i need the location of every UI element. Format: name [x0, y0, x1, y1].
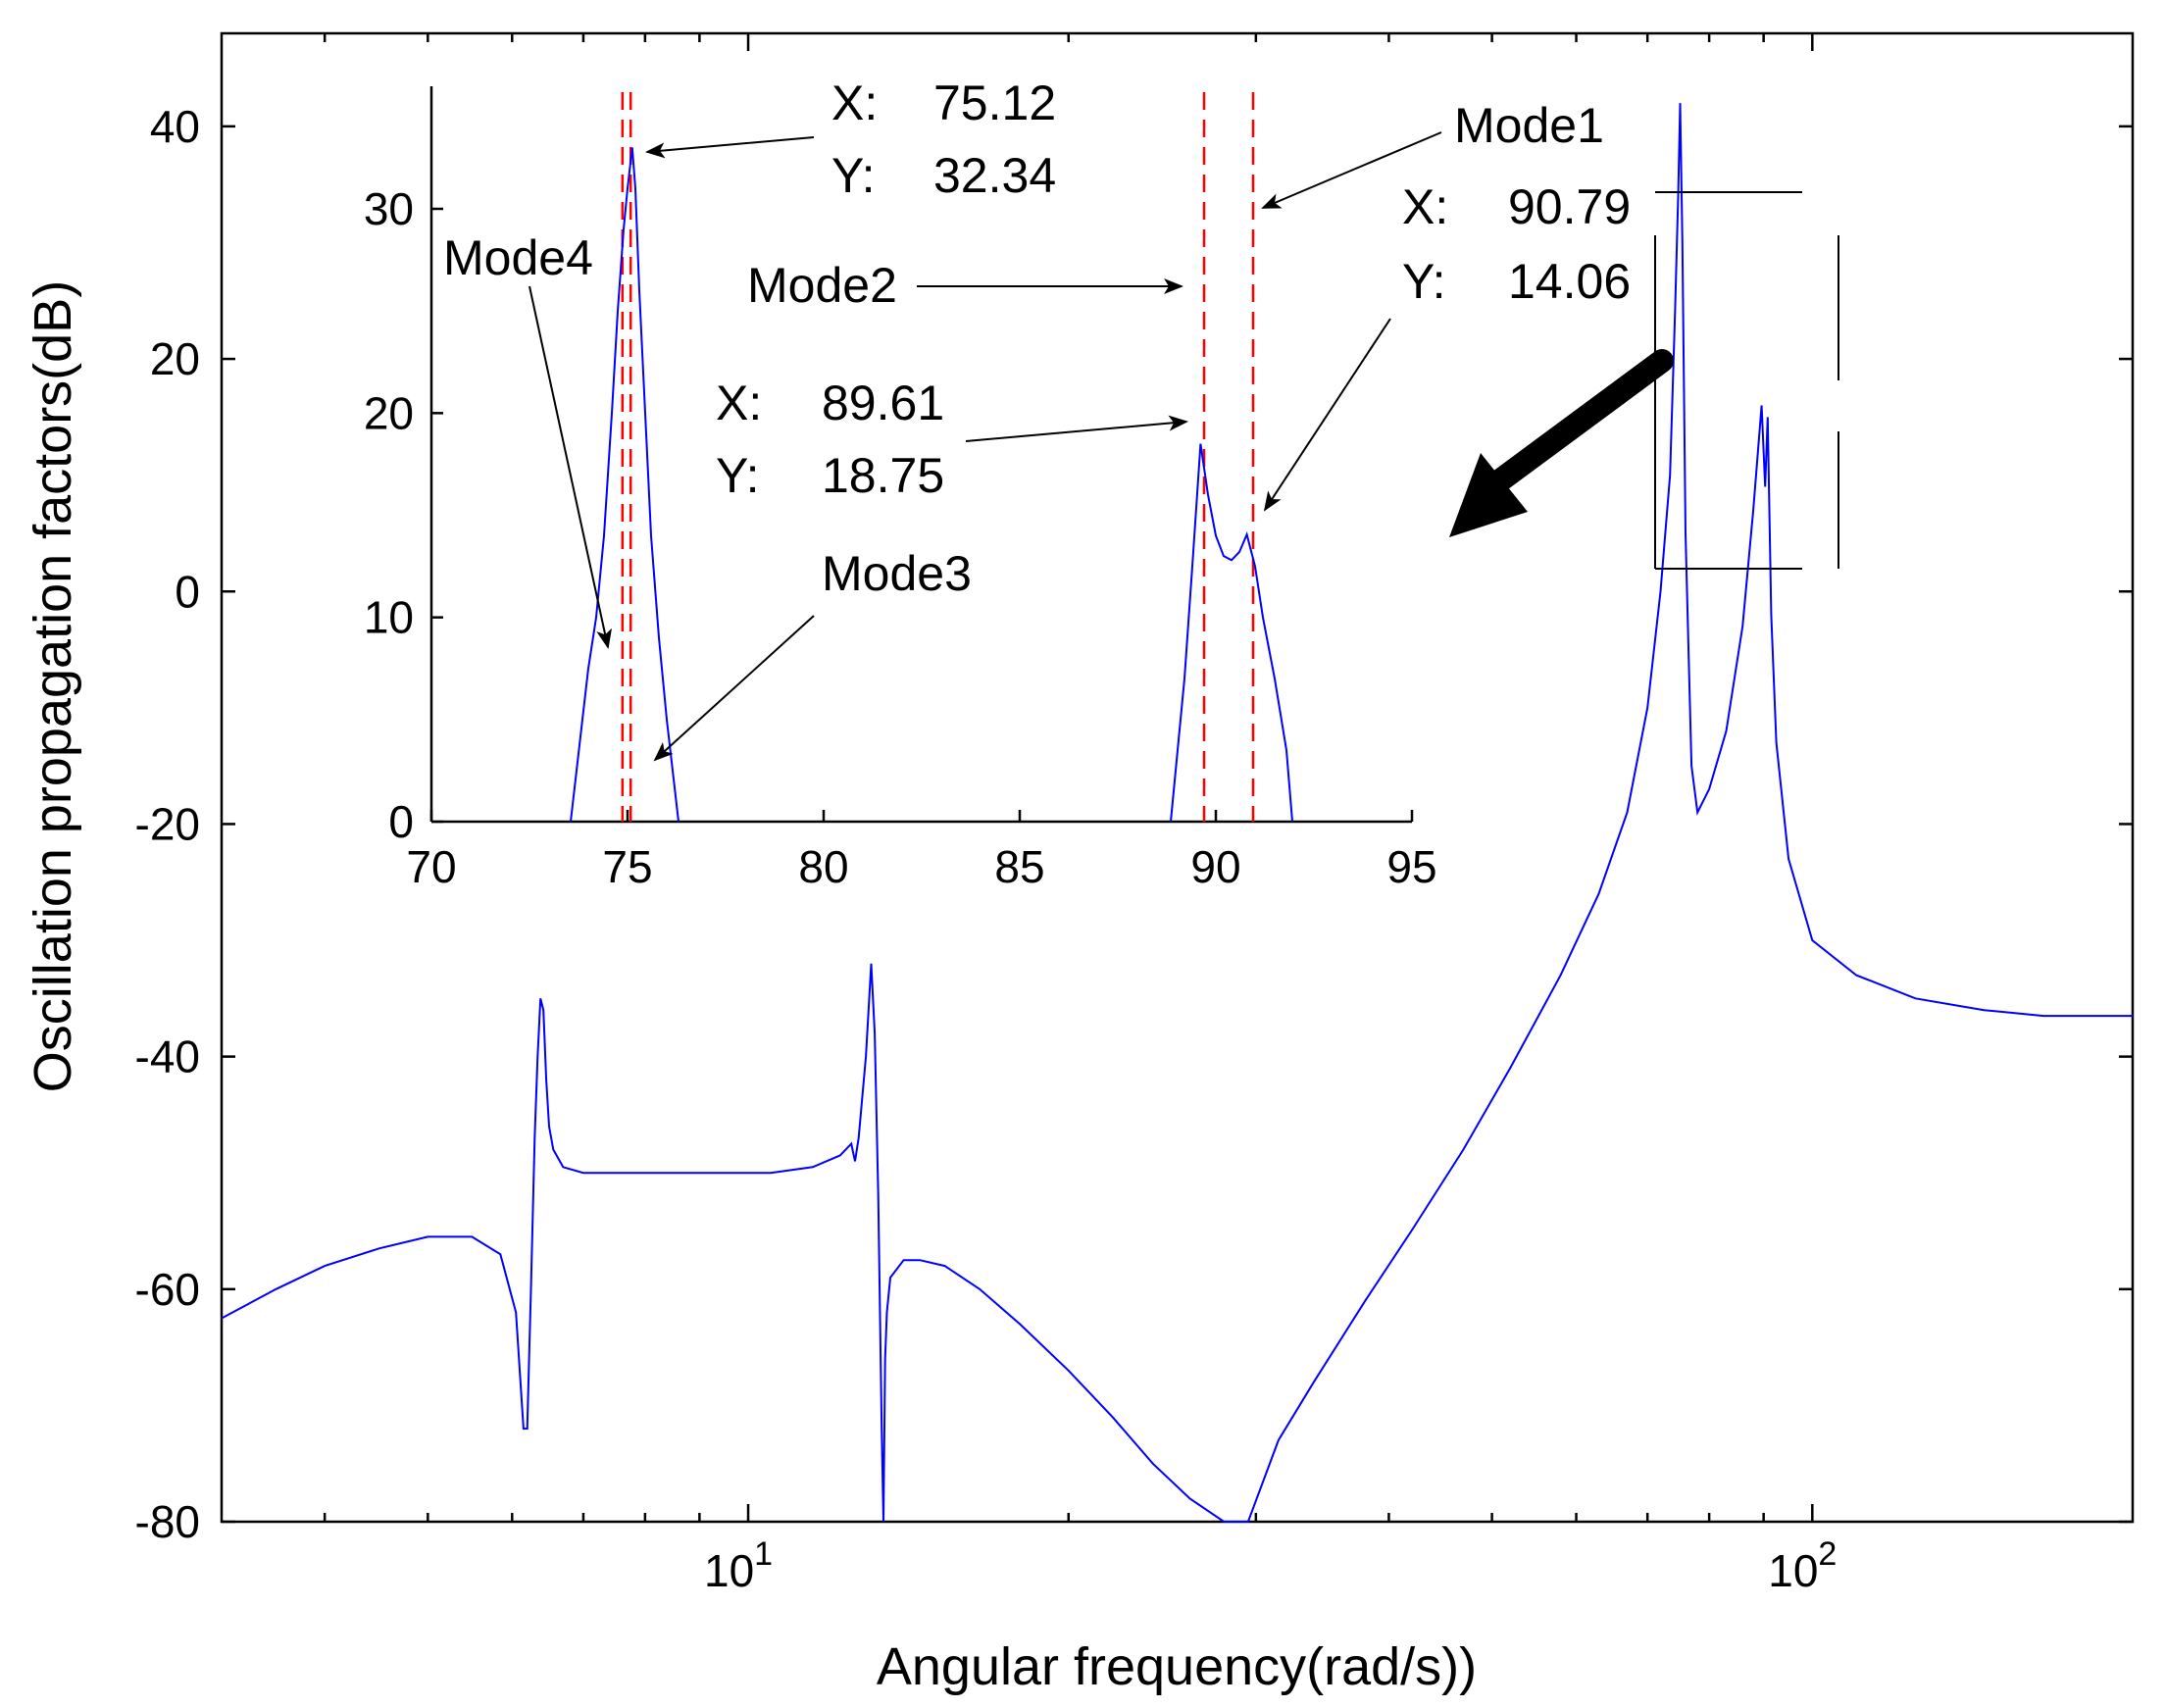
- main-x-axis: 101 102: [323, 33, 1837, 1596]
- zoom-arrow-shaft: [1488, 349, 1674, 492]
- datatip-3-y-value: 14.06: [1508, 254, 1631, 309]
- mode3-arrow: [653, 615, 815, 762]
- zoom-arrow-head: [1449, 453, 1528, 537]
- datatip-3-arrow: [1263, 318, 1391, 512]
- main-ytick-label: -20: [135, 798, 200, 849]
- main-response-line: [221, 103, 2133, 1523]
- inset-xtick-label: 90: [1190, 841, 1240, 892]
- datatip-1-y-label: Y:: [831, 148, 875, 203]
- datatip-2-arrow: [965, 415, 1188, 442]
- inset-response-line: [570, 147, 1293, 823]
- inset-xtick-label: 80: [798, 841, 848, 892]
- main-ytick-label: -40: [135, 1031, 200, 1082]
- inset-xtick-label: 95: [1386, 841, 1436, 892]
- main-y-axis: -80 -60 -40 -20 0 20 40: [135, 101, 2133, 1547]
- main-ytick-label: 0: [175, 566, 200, 617]
- inset-xtick-label: 75: [602, 841, 652, 892]
- zoom-region-marker: [1654, 191, 1839, 570]
- inset-xtick-label: 85: [994, 841, 1044, 892]
- datatip-3-x-value: 90.79: [1508, 179, 1631, 234]
- inset-background: [431, 86, 1412, 822]
- main-ytick-label: 20: [150, 333, 200, 384]
- mode2-label: Mode2: [747, 258, 897, 313]
- inset-xtick-label: 70: [406, 841, 456, 892]
- datatip-1-x-label: X:: [831, 75, 878, 130]
- inset-y-axis: 0 10 20 30: [364, 183, 443, 847]
- main-ytick-label: 40: [150, 101, 200, 152]
- main-xtick-exponent: 1: [754, 1535, 773, 1573]
- mode4-label: Mode4: [443, 230, 593, 285]
- datatip-1-x-value: 75.12: [933, 75, 1056, 130]
- datatip-2-y-value: 18.75: [822, 448, 944, 503]
- mode3-label: Mode3: [822, 546, 972, 601]
- x-axis-title: Angular frequency(rad/s)): [877, 1637, 1477, 1696]
- inset-ytick-label: 0: [388, 796, 414, 847]
- datatip-1-arrow: [645, 136, 815, 159]
- main-plot-frame: [220, 31, 2135, 1524]
- mode4-arrow: [529, 285, 612, 649]
- mode1-label: Mode1: [1454, 98, 1604, 153]
- main-ytick-label: -80: [135, 1496, 200, 1547]
- main-xtick-label: 101: [704, 1535, 773, 1596]
- inset-annotations: X: 75.12 Y: 32.34 X: 89.61 Y: 18.75 X: 9…: [443, 75, 1631, 762]
- inset-axes: 0 10 20 30 70 75 80 85 90 95: [364, 86, 1437, 892]
- main-xtick-exponent: 2: [1818, 1535, 1837, 1573]
- inset-mode-lines: [621, 92, 1255, 822]
- datatip-2-y-label: Y:: [716, 448, 759, 503]
- inset-x-axis: 70 75 80 85 90 95: [406, 810, 1437, 892]
- datatip-2-x-label: X:: [716, 376, 762, 430]
- y-axis-title: Oscillation propagation factors(dB): [24, 280, 82, 1092]
- mode1-arrow: [1261, 131, 1442, 209]
- inset-ytick-label: 10: [364, 592, 414, 643]
- datatip-1-y-value: 32.34: [933, 148, 1056, 203]
- datatip-3-y-label: Y:: [1402, 254, 1445, 309]
- datatip-3-x-label: X:: [1402, 179, 1448, 234]
- zoom-arrow: [1449, 349, 1674, 537]
- datatip-2-x-value: 89.61: [822, 376, 944, 430]
- inset-ytick-label: 20: [364, 387, 414, 438]
- inset-ytick-label: 30: [364, 183, 414, 234]
- main-ytick-label: -60: [135, 1264, 200, 1315]
